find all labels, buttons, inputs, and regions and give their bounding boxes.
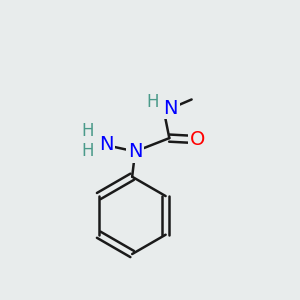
Text: H: H	[147, 93, 159, 111]
Text: N: N	[164, 99, 178, 118]
Text: H: H	[81, 122, 94, 140]
Text: N: N	[128, 142, 142, 161]
Text: O: O	[190, 130, 205, 149]
Text: N: N	[99, 135, 114, 154]
Text: H: H	[81, 142, 94, 160]
